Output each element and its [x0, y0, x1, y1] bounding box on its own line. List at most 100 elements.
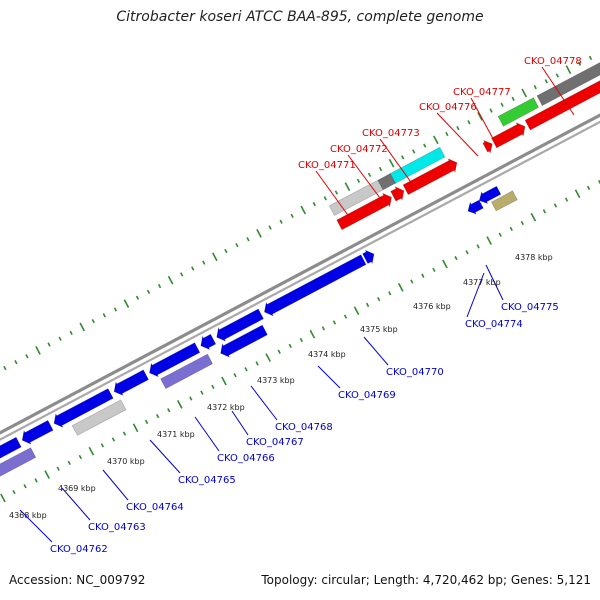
tick-mark	[244, 367, 248, 372]
gene-feature	[264, 254, 367, 317]
tick-mark	[410, 279, 414, 284]
tick-mark	[542, 209, 547, 214]
tick-mark	[265, 353, 271, 362]
leader-line	[231, 410, 249, 436]
gene-feature	[389, 146, 446, 184]
gene-feature	[200, 333, 217, 351]
gene-label-forward: CKO_04773	[362, 128, 420, 139]
tick-mark	[23, 484, 27, 489]
tick-mark	[0, 493, 6, 503]
inner-tick-ring	[0, 179, 600, 503]
leader-line	[541, 66, 575, 116]
tick-mark	[78, 454, 82, 460]
gene-feature	[402, 158, 458, 196]
gene-feature	[149, 342, 201, 378]
gene-labels: CKO_04762 CKO_04763 CKO_04764 CKO_04765 CKO_…	[50, 56, 582, 555]
tick-mark	[3, 365, 7, 371]
backbone-line	[0, 120, 600, 441]
tick-mark	[565, 65, 572, 74]
leader-line	[317, 365, 341, 389]
tick-mark	[44, 470, 50, 479]
tick-mark	[146, 289, 151, 295]
gene-label-reverse: CKO_04763	[88, 522, 146, 533]
tick-mark	[388, 291, 392, 296]
tick-mark	[212, 252, 218, 262]
genome-backbone	[0, 113, 600, 441]
tick-mark	[111, 437, 116, 442]
scale-label: 4377 kbp	[463, 278, 501, 287]
gene-feature	[362, 249, 375, 265]
tick-mark	[246, 237, 250, 242]
tick-mark	[477, 112, 483, 121]
tick-mark	[156, 413, 160, 419]
outer-tick-ring	[3, 50, 600, 371]
tick-mark	[79, 322, 86, 332]
tick-mark	[202, 260, 206, 265]
tick-mark	[476, 244, 480, 249]
label-leader-lines	[19, 66, 575, 543]
gene-feature	[490, 190, 518, 212]
tick-mark	[221, 376, 227, 386]
tick-mark	[397, 283, 404, 292]
tick-mark	[211, 384, 215, 389]
gene-label-reverse: CKO_04766	[217, 453, 275, 464]
tick-mark	[533, 85, 537, 90]
leader-line	[466, 272, 485, 318]
tick-mark	[200, 390, 204, 395]
gene-label-reverse: CKO_04770	[386, 367, 444, 378]
tick-mark	[67, 460, 71, 466]
leader-line	[363, 336, 389, 366]
tick-mark	[511, 96, 515, 102]
tick-mark	[442, 259, 448, 269]
tick-mark	[309, 329, 316, 339]
leader-line	[19, 509, 53, 543]
gene-feature	[216, 308, 264, 342]
scale-label: 4370 kbp	[107, 457, 145, 466]
tick-mark	[467, 120, 471, 125]
tick-mark	[378, 166, 383, 172]
tick-mark	[189, 396, 193, 401]
gene-feature	[467, 199, 484, 215]
tick-mark	[586, 185, 591, 191]
tick-mark	[255, 361, 259, 366]
tick-mark	[401, 155, 405, 160]
tick-mark	[176, 400, 183, 409]
tick-mark	[256, 229, 262, 238]
tick-mark	[421, 273, 425, 278]
tick-mark	[445, 131, 449, 137]
leader-line	[436, 112, 479, 157]
tick-mark	[500, 102, 504, 107]
tick-mark	[432, 267, 436, 272]
tick-mark	[312, 202, 316, 207]
tick-mark	[577, 61, 582, 66]
scale-label: 4368 kbp	[9, 511, 47, 520]
tick-mark	[521, 88, 528, 98]
tick-mark	[88, 446, 95, 456]
tick-mark	[300, 205, 307, 215]
tick-mark	[321, 326, 326, 331]
scale-label: 4376 kbp	[413, 302, 451, 311]
feature-track	[0, 62, 600, 477]
tick-mark	[412, 149, 416, 154]
gene-feature	[0, 436, 22, 459]
tick-mark	[167, 275, 174, 285]
gene-feature	[21, 419, 54, 445]
tick-mark	[25, 354, 29, 359]
tick-mark	[14, 359, 18, 365]
gene-feature	[336, 192, 392, 231]
gene-label-reverse: CKO_04767	[246, 437, 304, 448]
gene-feature	[160, 353, 214, 390]
tick-mark	[553, 203, 558, 208]
gene-label-forward: CKO_04772	[330, 144, 388, 155]
tick-mark	[588, 55, 593, 61]
leader-line	[315, 170, 351, 219]
tick-mark	[343, 314, 348, 319]
tick-mark	[100, 443, 105, 448]
leader-line	[194, 416, 220, 452]
tick-mark	[122, 431, 127, 436]
tick-mark	[35, 346, 41, 355]
gene-feature	[0, 447, 37, 477]
tick-mark	[334, 190, 339, 195]
tick-mark	[144, 419, 149, 425]
